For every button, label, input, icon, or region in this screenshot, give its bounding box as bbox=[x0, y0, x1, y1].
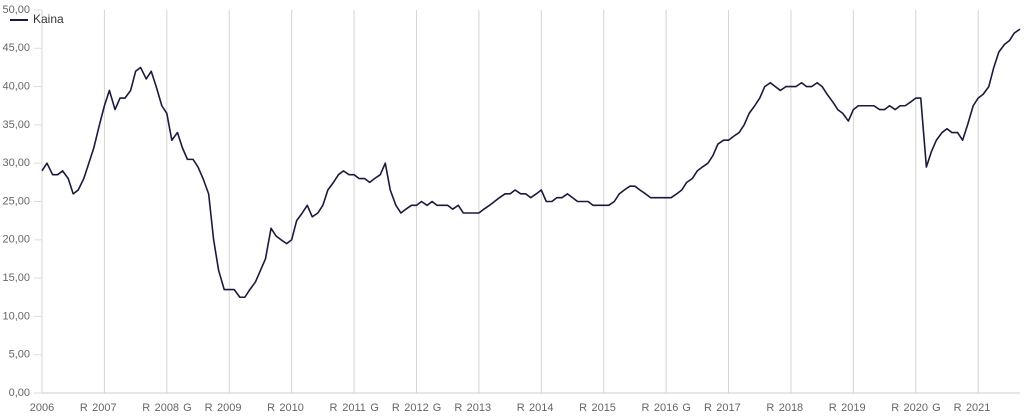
x-tick-label: 2016 bbox=[654, 402, 678, 414]
y-tick-label: 40,00 bbox=[2, 81, 30, 93]
event-label: R bbox=[80, 402, 88, 414]
event-label: R bbox=[954, 402, 962, 414]
x-tick-label: 2009 bbox=[217, 402, 241, 414]
y-tick-label: 25,00 bbox=[2, 195, 30, 207]
x-tick-label: 2018 bbox=[779, 402, 803, 414]
y-tick-label: 45,00 bbox=[2, 42, 30, 54]
x-tick-label: 2013 bbox=[467, 402, 491, 414]
event-label: R bbox=[642, 402, 650, 414]
x-tick-label: 2010 bbox=[279, 402, 303, 414]
x-tick-label: 2012 bbox=[404, 402, 428, 414]
event-label: R bbox=[392, 402, 400, 414]
event-label: R bbox=[205, 402, 213, 414]
y-tick-label: 10,00 bbox=[2, 310, 30, 322]
y-tick-label: 35,00 bbox=[2, 119, 30, 131]
event-label: G bbox=[370, 402, 379, 414]
event-label: R bbox=[704, 402, 712, 414]
x-tick-label: 2015 bbox=[591, 402, 615, 414]
event-label: R bbox=[829, 402, 837, 414]
event-label: R bbox=[517, 402, 525, 414]
event-label: G bbox=[682, 402, 691, 414]
event-label: R bbox=[142, 402, 150, 414]
event-label: R bbox=[454, 402, 462, 414]
x-tick-label: 2019 bbox=[841, 402, 865, 414]
y-tick-label: 0,00 bbox=[9, 387, 30, 399]
x-tick-label: 2011 bbox=[342, 402, 366, 414]
x-tick-label: 2006 bbox=[30, 402, 54, 414]
y-tick-label: 20,00 bbox=[2, 234, 30, 246]
event-label: R bbox=[891, 402, 899, 414]
x-tick-label: 2020 bbox=[904, 402, 928, 414]
event-label: R bbox=[766, 402, 774, 414]
y-tick-label: 30,00 bbox=[2, 157, 30, 169]
event-label: R bbox=[267, 402, 275, 414]
x-tick-label: 2008 bbox=[155, 402, 179, 414]
y-tick-label: 5,00 bbox=[9, 349, 30, 361]
x-tick-label: 2021 bbox=[966, 402, 990, 414]
y-tick-label: 15,00 bbox=[2, 272, 30, 284]
y-tick-label: 50,00 bbox=[2, 4, 30, 16]
event-label: G bbox=[183, 402, 192, 414]
x-tick-label: 2014 bbox=[529, 402, 553, 414]
event-label: R bbox=[329, 402, 337, 414]
event-label: R bbox=[579, 402, 587, 414]
legend-label: Kaina bbox=[33, 12, 64, 26]
event-label: G bbox=[932, 402, 941, 414]
x-tick-label: 2017 bbox=[716, 402, 740, 414]
event-label: G bbox=[433, 402, 442, 414]
x-tick-label: 2007 bbox=[92, 402, 116, 414]
price-line bbox=[41, 28, 1021, 299]
